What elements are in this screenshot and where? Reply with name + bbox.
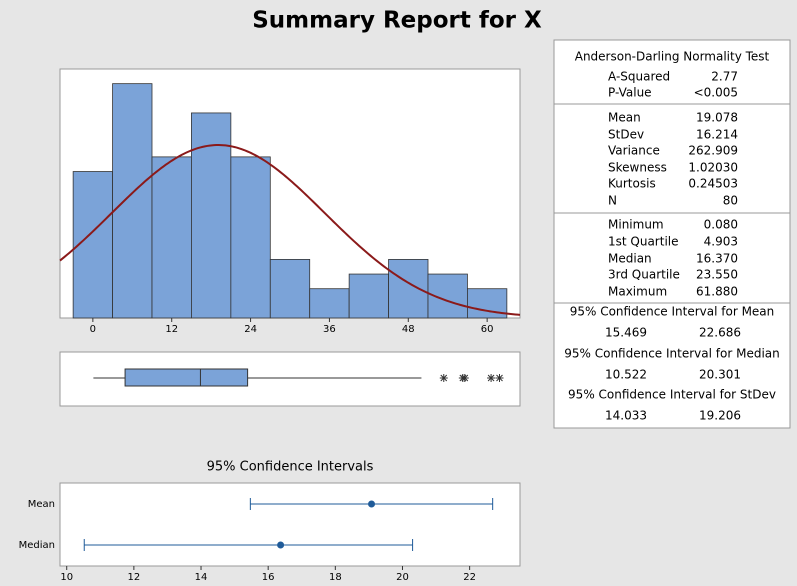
stats-table — [553, 39, 791, 429]
stat-label: Maximum — [608, 285, 667, 299]
histogram-bar — [230, 156, 271, 319]
stat-value: 2.77 — [711, 70, 738, 84]
histogram-bar — [151, 156, 192, 319]
x-tick-label: 60 — [481, 324, 494, 335]
x-tick-label: 18 — [329, 572, 342, 583]
stat-label: N — [608, 194, 617, 208]
stat-label: Skewness — [608, 161, 667, 175]
outlier — [439, 374, 448, 382]
x-tick-label: 36 — [323, 324, 336, 335]
histogram-bar — [309, 288, 350, 319]
y-category-label: Mean — [28, 499, 55, 510]
stat-label: StDev — [608, 128, 644, 142]
ci-upper: 22.686 — [699, 326, 741, 340]
stat-label: 1st Quartile — [608, 235, 679, 249]
x-tick-label: 12 — [128, 572, 141, 583]
outlier — [460, 374, 469, 382]
normal-curve — [59, 144, 521, 316]
x-tick-label: 16 — [262, 572, 275, 583]
x-tick-label: 48 — [402, 324, 415, 335]
histogram-bar — [269, 259, 311, 319]
stat-label: A-Squared — [608, 70, 670, 84]
stat-label: P-Value — [608, 86, 652, 100]
ci-upper: 19.206 — [699, 409, 741, 423]
x-tick-label: 10 — [60, 572, 73, 583]
stat-label: Variance — [608, 144, 660, 158]
section-title: 95% Confidence Interval for StDev — [568, 388, 776, 402]
histogram-bar — [191, 112, 232, 319]
x-tick-label: 12 — [165, 324, 178, 335]
histogram-bar — [112, 83, 153, 319]
section-title: 95% Confidence Interval for Mean — [570, 305, 775, 319]
x-tick-label: 20 — [396, 572, 409, 583]
box — [124, 368, 249, 387]
interval-caps — [249, 498, 494, 510]
stat-value: 61.880 — [696, 285, 738, 299]
x-tick-label: 22 — [463, 572, 476, 583]
stat-value: 23.550 — [696, 268, 738, 282]
stat-label: Median — [608, 252, 652, 266]
x-tick-label: 0 — [90, 324, 96, 335]
x-tick-label: 14 — [195, 572, 208, 583]
stat-value: 1.02030 — [688, 161, 738, 175]
stat-value: <0.005 — [694, 86, 738, 100]
stat-value: 0.24503 — [688, 177, 738, 191]
y-category-label: Median — [19, 540, 55, 551]
section-title: 95% Confidence Interval for Median — [564, 347, 780, 361]
stat-label: Mean — [608, 111, 641, 125]
interval-point — [277, 541, 285, 549]
stat-label: Minimum — [608, 218, 664, 232]
histogram-bar — [388, 259, 429, 319]
interval-panel — [59, 482, 521, 567]
ci-lower: 10.522 — [605, 368, 647, 382]
stat-label: 3rd Quartile — [608, 268, 680, 282]
interval-point — [368, 500, 376, 508]
x-tick-label: 24 — [244, 324, 257, 335]
stat-value: 4.903 — [704, 235, 738, 249]
ci-lower: 14.033 — [605, 409, 647, 423]
stat-value: 16.214 — [696, 128, 738, 142]
interval-caps — [83, 539, 414, 551]
stat-value: 262.909 — [688, 144, 738, 158]
stat-value: 0.080 — [704, 218, 738, 232]
outlier — [495, 374, 504, 382]
stat-value: 19.078 — [696, 111, 738, 125]
stat-value: 80 — [723, 194, 738, 208]
histogram-bar — [348, 273, 389, 319]
report-title: Summary Report for X — [252, 8, 542, 34]
section-title: Anderson-Darling Normality Test — [575, 50, 770, 64]
ci-upper: 20.301 — [699, 368, 741, 382]
ci-lower: 15.469 — [605, 326, 647, 340]
outlier — [487, 374, 496, 382]
interval-title: 95% Confidence Intervals — [207, 460, 374, 475]
stat-label: Kurtosis — [608, 177, 656, 191]
stat-value: 16.370 — [696, 252, 738, 266]
